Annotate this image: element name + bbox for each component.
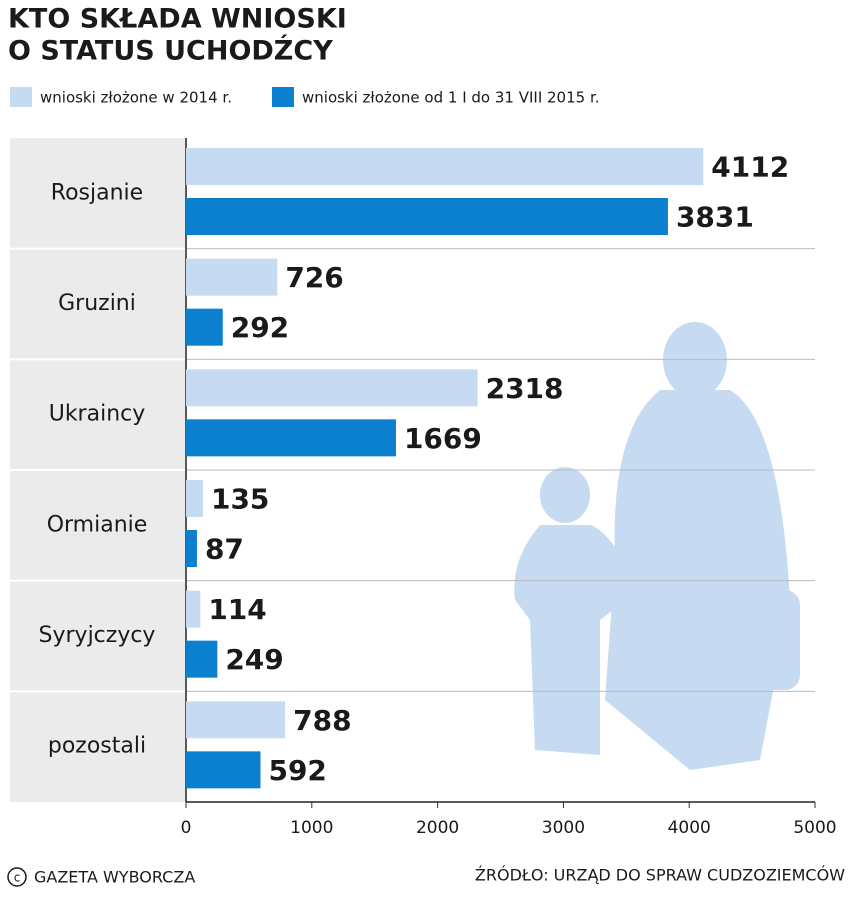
- value-label: 114: [208, 593, 266, 626]
- x-tick-label: 3000: [542, 818, 585, 838]
- chart-title: KTO SKŁADA WNIOSKI: [8, 4, 347, 35]
- x-tick-label: 4000: [668, 818, 711, 838]
- value-label: 3831: [676, 201, 754, 234]
- bar: [186, 419, 396, 457]
- bar: [186, 480, 203, 517]
- legend-swatch: [10, 87, 32, 107]
- bar: [186, 369, 478, 407]
- value-label: 788: [293, 704, 351, 737]
- bar: [186, 258, 278, 296]
- bar: [186, 530, 197, 567]
- bar: [186, 148, 704, 185]
- value-label: 135: [211, 483, 269, 516]
- legend-label: wnioski złożone od 1 I do 31 VIII 2015 r…: [302, 89, 600, 107]
- value-label: 249: [225, 643, 283, 676]
- legend-swatch: [272, 87, 294, 107]
- category-label: pozostali: [48, 734, 146, 759]
- value-label: 87: [205, 533, 244, 566]
- bar: [186, 751, 261, 789]
- credit: GAZETA WYBORCZA: [34, 868, 195, 887]
- value-label: 1669: [404, 422, 482, 455]
- source: ŹRÓDŁO: URZĄD DO SPRAW CUDZOZIEMCÓW: [475, 866, 845, 885]
- x-tick-label: 2000: [416, 818, 459, 838]
- category-label: Ukraincy: [49, 402, 146, 427]
- value-label: 4112: [711, 151, 789, 184]
- x-tick-label: 0: [181, 818, 192, 838]
- category-label: Gruzini: [58, 291, 136, 316]
- copyright-icon: c: [14, 871, 21, 885]
- value-label: 2318: [486, 372, 564, 405]
- bar: [186, 701, 286, 739]
- x-tick-label: 5000: [793, 818, 836, 838]
- x-tick-label: 1000: [290, 818, 333, 838]
- category-label: Syryjczycy: [39, 623, 156, 648]
- value-label: 592: [268, 754, 326, 787]
- bar: [186, 590, 201, 628]
- bar: [186, 198, 668, 235]
- category-label: Rosjanie: [51, 180, 143, 205]
- value-label: 292: [231, 311, 289, 344]
- category-label: Ormianie: [47, 512, 148, 537]
- value-label: 726: [285, 261, 343, 294]
- chart-title: O STATUS UCHODŹCY: [8, 35, 333, 67]
- bar: [186, 640, 218, 678]
- copyright-icon: [7, 867, 27, 887]
- legend-label: wnioski złożone w 2014 r.: [40, 89, 232, 107]
- silhouette: [514, 322, 800, 770]
- bar: [186, 308, 223, 346]
